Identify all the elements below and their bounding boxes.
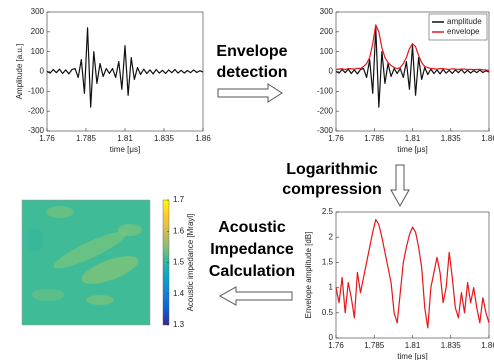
x-axis-label: time [μs]	[110, 145, 140, 154]
legend-label: amplitude	[447, 17, 482, 26]
colorbar-tick-label: 1.3	[173, 320, 185, 329]
step-label: Acoustic	[218, 219, 286, 236]
y-tick-label: 2.5	[322, 207, 334, 216]
x-tick-label: 1.785	[76, 134, 97, 143]
y-tick-label: -200	[28, 106, 45, 115]
x-tick-label: 1.81	[405, 341, 421, 350]
arrow-down	[391, 165, 409, 206]
colorbar-tick-label: 1.5	[173, 258, 185, 267]
y-tick-label: 200	[31, 27, 45, 36]
y-tick-label: 2	[329, 232, 334, 241]
y-tick-label: -100	[317, 86, 334, 95]
colorbar-tick-label: 1.7	[173, 195, 185, 204]
step-label: Impedance	[210, 241, 294, 258]
x-axis-label: time [μs]	[397, 352, 427, 360]
step-label: compression	[282, 181, 382, 198]
x-tick-label: 1.86	[481, 134, 494, 143]
y-tick-label: 1.5	[322, 258, 334, 267]
x-tick-label: 1.76	[328, 341, 344, 350]
y-tick-label: 0	[40, 67, 45, 76]
y-tick-label: -200	[317, 106, 334, 115]
y-axis-label: Amplitude [a.u.]	[15, 44, 24, 100]
y-tick-label: 200	[320, 27, 334, 36]
y-axis-label: Envelope amplitude [dB]	[304, 232, 313, 319]
x-tick-label: 1.81	[117, 134, 133, 143]
legend-label: envelope	[447, 27, 480, 36]
step-label: detection	[216, 64, 287, 81]
y-tick-label: 0.5	[322, 308, 334, 317]
plot-frame	[336, 212, 489, 338]
step-label: Logarithmic	[286, 161, 378, 178]
x-tick-label: 1.835	[154, 134, 175, 143]
arrow-left	[220, 287, 292, 305]
y-tick-label: 100	[31, 47, 45, 56]
x-tick-label: 1.81	[405, 134, 421, 143]
step-label: Envelope	[216, 43, 287, 60]
figure: Envelope detection Logarithmic compression A…	[0, 0, 494, 360]
x-tick-label: 1.86	[195, 134, 211, 143]
y-tick-label: 300	[31, 7, 45, 16]
step-label: Calculation	[209, 263, 295, 280]
x-axis-label: time [μs]	[397, 145, 427, 154]
y-tick-label: 100	[320, 47, 334, 56]
y-tick-label: 300	[320, 7, 334, 16]
impedance-image	[22, 200, 150, 325]
x-tick-label: 1.835	[441, 134, 462, 143]
x-tick-label: 1.76	[39, 134, 55, 143]
colorbar-tick-label: 1.6	[173, 226, 185, 235]
y-tick-label: -100	[28, 86, 45, 95]
x-tick-label: 1.785	[364, 341, 385, 350]
x-tick-label: 1.76	[328, 134, 344, 143]
arrow-right	[218, 84, 282, 102]
colorbar-tick-label: 1.4	[173, 289, 185, 298]
y-tick-label: 1	[329, 283, 334, 292]
x-tick-label: 1.785	[364, 134, 385, 143]
x-tick-label: 1.835	[441, 341, 462, 350]
y-tick-label: 0	[329, 67, 334, 76]
colorbar-label: Acoustic impedance [Mrayl]	[186, 214, 195, 312]
x-tick-label: 1.86	[481, 341, 494, 350]
